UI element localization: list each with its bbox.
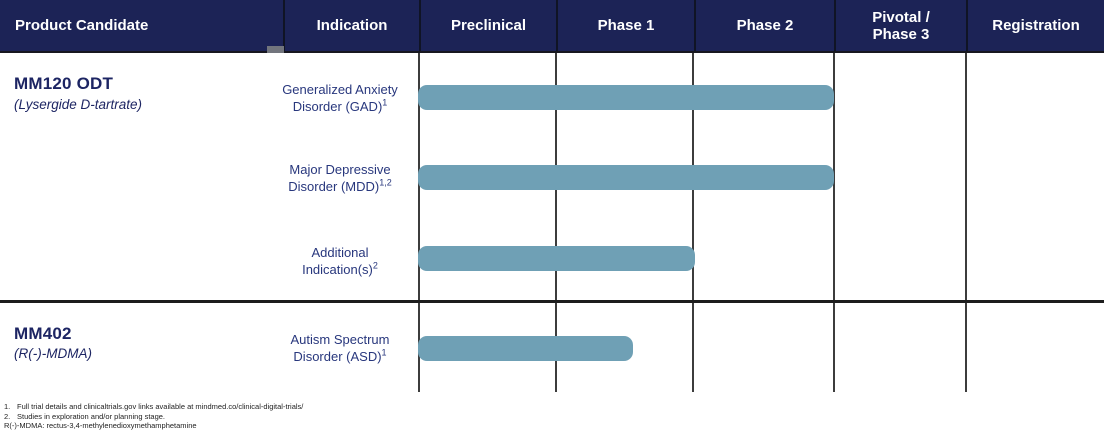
footnote-ref: 1,2 <box>379 177 392 188</box>
column-header-pivotal-phase-3: Pivotal / Phase 3 <box>834 0 966 51</box>
footnote-1: 1. Full trial details and clinicaltrials… <box>4 402 303 412</box>
footnote-mdma-definition: R(-)-MDMA: rectus-3,4-methylenedioxymeth… <box>4 421 303 431</box>
footnote-text: R(-)-MDMA: rectus-3,4-methylenedioxymeth… <box>4 421 197 430</box>
footnote-marker: 2. <box>4 411 11 421</box>
pipeline-bar-additional <box>418 246 695 271</box>
indication-line1: Major Depressive <box>289 162 391 177</box>
section-divider <box>0 300 1104 303</box>
footnote-marker: 1. <box>4 402 11 411</box>
footnote-text: Full trial details and clinicaltrials.go… <box>17 402 304 411</box>
footnote-2: 2. Studies in exploration and/or plannin… <box>4 412 303 422</box>
column-header-phase-2: Phase 2 <box>694 0 834 51</box>
indication-label-gad: Generalized Anxiety Disorder (GAD)1 <box>272 81 408 115</box>
column-header-indication: Indication <box>283 0 419 51</box>
column-header-preclinical: Preclinical <box>419 0 556 51</box>
product-subtitle-mm120: (Lysergide D-tartrate) <box>14 97 143 112</box>
column-header-pivotal-phase-3-label: Pivotal / Phase 3 <box>872 8 930 43</box>
footnote-ref: 2 <box>372 260 378 271</box>
pipeline-bar-gad <box>418 85 834 110</box>
indication-line2: Disorder (GAD) <box>292 99 383 114</box>
header-notch <box>267 46 284 53</box>
pipeline-table-header: Product Candidate Indication Preclinical… <box>0 0 1104 53</box>
indication-label-additional: Additional Indication(s)2 <box>272 244 408 278</box>
column-header-product-candidate: Product Candidate <box>15 17 149 34</box>
footnotes: 1. Full trial details and clinicaltrials… <box>4 402 303 431</box>
column-header-registration: Registration <box>966 0 1104 51</box>
gridline-indication-preclinical <box>418 53 420 392</box>
indication-line2: Disorder (MDD) <box>288 179 380 194</box>
pipeline-bar-asd <box>418 336 633 361</box>
footnote-ref: 1 <box>381 347 387 358</box>
indication-line1: Autism Spectrum <box>290 332 390 347</box>
gridline-phase2-pivotal <box>833 53 835 392</box>
indication-label-mdd: Major Depressive Disorder (MDD)1,2 <box>272 161 408 195</box>
gridline-preclinical-phase1 <box>555 53 557 392</box>
pipeline-bar-mdd <box>418 165 834 190</box>
product-name-mm402: MM402 <box>14 324 72 343</box>
column-header-phase-1: Phase 1 <box>556 0 694 51</box>
indication-line2: Indication(s) <box>302 262 373 277</box>
gridline-phase1-phase2 <box>692 53 694 392</box>
product-subtitle-mm402: (R(-)-MDMA) <box>14 346 92 361</box>
footnote-ref: 1 <box>382 97 388 108</box>
footnote-text: Studies in exploration and/or planning s… <box>17 411 166 421</box>
indication-line2: Disorder (ASD) <box>293 349 382 364</box>
gridline-pivotal-registration <box>965 53 967 392</box>
indication-label-asd: Autism Spectrum Disorder (ASD)1 <box>272 331 408 365</box>
indication-line1: Additional <box>311 245 369 260</box>
indication-line1: Generalized Anxiety <box>282 82 398 97</box>
product-name-mm120: MM120 ODT <box>14 74 114 93</box>
